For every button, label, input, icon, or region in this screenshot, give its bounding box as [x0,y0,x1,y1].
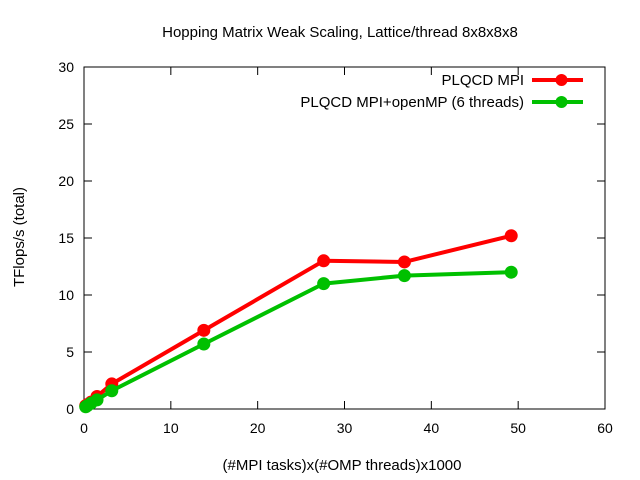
data-point [197,337,211,351]
data-point [504,229,518,243]
y-tick-label: 20 [58,173,74,189]
x-axis-label: (#MPI tasks)x(#OMP threads)x1000 [223,457,462,474]
y-tick-label: 30 [58,59,74,75]
y-tick-label: 15 [58,230,74,246]
series-1 [79,229,518,413]
data-point [504,265,518,279]
x-tick-label: 10 [163,420,179,436]
y-tick-label: 0 [66,401,74,417]
chart-title: Hopping Matrix Weak Scaling, Lattice/thr… [162,24,518,41]
y-tick-label: 5 [66,344,74,360]
y-tick-label: 25 [58,116,74,132]
legend-marker [555,96,568,108]
y-axis-label: TFlops/s (total) [11,187,28,287]
plot-frame [83,66,606,410]
legend: PLQCD MPI PLQCD MPI+openMP (6 threads) [300,72,583,111]
x-tick-label: 40 [424,420,440,436]
x-tick-label: 20 [250,420,266,436]
series-2 [79,265,518,414]
data-point [90,393,104,407]
data-point [397,255,411,269]
series-line [84,233,512,408]
legend-marker [555,74,568,86]
data-point [397,269,411,283]
data-point [197,323,211,337]
legend-label: PLQCD MPI+openMP (6 threads) [300,94,524,111]
axes: 0 10 20 30 40 50 60 0 5 10 15 20 25 30 [58,59,613,436]
y-tick-label: 10 [58,287,74,303]
x-tick-label: 50 [510,420,526,436]
x-tick-label: 30 [337,420,353,436]
series-line [84,270,512,409]
x-tick-label: 60 [597,420,613,436]
x-tick-label: 0 [80,420,88,436]
data-point [105,384,119,398]
data-point [317,254,331,268]
data-point [317,277,331,291]
legend-label: PLQCD MPI [441,72,524,89]
series-layer [79,229,518,414]
